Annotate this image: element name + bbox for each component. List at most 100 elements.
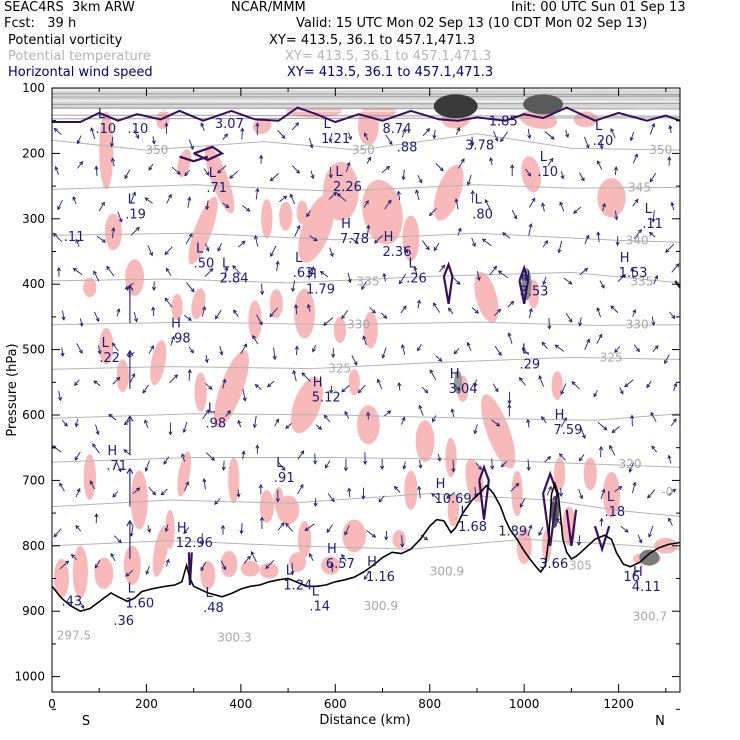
wind-arrow	[130, 227, 140, 236]
wind-arrow	[528, 223, 532, 236]
wind-arrow-head	[473, 383, 478, 388]
pv-extremum-value: 2.26	[333, 180, 362, 195]
wind-arrow-head	[266, 383, 272, 388]
wind-arrow	[344, 525, 350, 535]
x-tick-label: 800	[418, 697, 441, 711]
wind-arrow-head	[92, 443, 97, 448]
pv-shaded-region	[465, 458, 484, 503]
wind-arrow	[378, 495, 385, 503]
wind-arrow-head	[510, 164, 515, 169]
pv-extremum-value: 1.21	[321, 132, 350, 147]
wind-arrow-head	[222, 378, 227, 383]
wind-arrow	[494, 309, 501, 317]
wind-arrow	[184, 169, 191, 176]
wind-arrow	[315, 424, 322, 430]
pv-extremum-letter: L	[335, 165, 343, 180]
wind-arrow-head	[526, 418, 531, 424]
wind-arrow	[93, 380, 101, 387]
pv-shaded-region	[150, 340, 167, 386]
wind-arrow-head	[222, 565, 227, 571]
wind-arrow-head	[63, 422, 68, 427]
wind-arrow-head	[613, 166, 619, 171]
pv-extremum-letter: L	[540, 150, 548, 165]
wind-arrow-head	[416, 299, 422, 304]
wind-arrow	[362, 336, 367, 346]
wind-arrow	[98, 202, 105, 212]
wind-arrow-head	[404, 249, 408, 254]
wind-arrow-head	[133, 317, 138, 323]
wind-arrow	[414, 267, 418, 276]
wind-arrow-head	[630, 267, 635, 272]
pv-extremum-letter: L	[460, 505, 468, 520]
wind-arrow-head	[123, 449, 128, 454]
pv-shaded-region	[152, 525, 169, 577]
wind-arrow	[673, 383, 677, 392]
wind-arrow	[279, 195, 287, 203]
wind-arrow	[142, 384, 149, 394]
wind-arrow	[169, 374, 178, 384]
pv-shaded-region	[259, 562, 279, 579]
wind-arrow	[277, 130, 286, 139]
wind-arrow-head	[383, 314, 388, 319]
wind-arrow-head	[60, 352, 65, 358]
wind-arrow-head	[59, 482, 64, 487]
wind-arrow	[402, 169, 405, 180]
wind-arrow-head	[109, 142, 115, 148]
wind-arrow-head	[294, 304, 299, 309]
pv-shaded-region	[583, 457, 597, 491]
wind-arrow-head	[474, 309, 480, 314]
wind-arrow	[600, 139, 603, 149]
wind-arrow	[363, 200, 369, 208]
wind-arrow-head	[507, 403, 512, 409]
wind-arrow	[146, 566, 150, 575]
wind-arrow	[381, 166, 390, 174]
wind-arrow-head	[111, 227, 116, 232]
wind-arrow-head	[74, 381, 79, 386]
wind-arrow-head	[79, 161, 84, 166]
wind-arrow-head	[237, 419, 242, 424]
wind-arrow-head	[579, 495, 584, 500]
wind-arrow	[669, 311, 676, 319]
wind-arrow-head	[239, 530, 244, 535]
wind-arrow-head	[371, 533, 377, 538]
wind-arrow-head	[328, 138, 333, 143]
wind-arrow	[184, 315, 192, 321]
wind-arrow	[188, 346, 194, 354]
wind-arrow-head	[598, 445, 604, 451]
wind-arrow	[201, 306, 206, 317]
wind-arrow	[632, 482, 636, 493]
wind-arrow-head	[502, 232, 507, 237]
wind-arrow-head	[226, 410, 231, 415]
wind-arrow	[366, 530, 376, 538]
theta-contour-label: 335	[630, 275, 653, 289]
wind-arrow-head	[289, 193, 294, 198]
wind-arrow-head	[275, 498, 280, 503]
wind-arrow-head	[74, 456, 79, 461]
wind-arrow-head	[341, 388, 346, 393]
field-pv-name: Potential vorticity	[8, 33, 123, 48]
wind-arrow	[269, 307, 278, 317]
pv-extremum-value: .19	[125, 207, 146, 222]
wind-arrow	[309, 553, 314, 562]
pv-shaded-region	[357, 405, 380, 445]
wind-arrow	[200, 561, 207, 571]
wind-arrow-head	[528, 307, 533, 313]
wind-arrow-head	[598, 333, 603, 338]
wind-arrow-head	[117, 539, 122, 544]
wind-arrow	[358, 384, 366, 394]
wind-arrow-head	[649, 178, 654, 183]
wind-arrow	[439, 265, 445, 273]
wind-arrow	[285, 523, 293, 532]
wind-arrow	[510, 483, 520, 492]
wind-arrow	[489, 266, 497, 276]
wind-arrow	[482, 238, 492, 247]
pv-extremum-letter: L	[409, 256, 417, 271]
wind-arrow	[112, 377, 120, 385]
stratosphere-band	[51, 88, 681, 91]
wind-arrow-head	[651, 321, 656, 327]
wind-arrow	[491, 419, 500, 427]
wind-arrow-head	[495, 422, 501, 427]
wind-arrow	[181, 453, 186, 462]
pv-extremum-value: .36	[113, 614, 134, 629]
wind-arrow	[125, 569, 134, 577]
